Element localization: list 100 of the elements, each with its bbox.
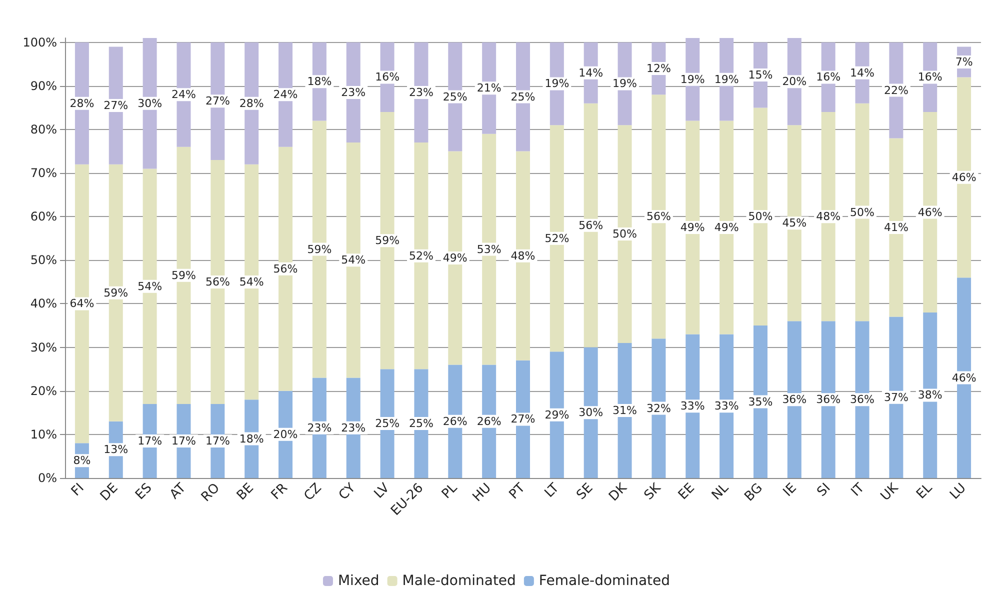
data-label: 31% <box>612 404 638 417</box>
data-label: 25% <box>510 90 536 104</box>
x-tick-label: IE <box>780 480 800 500</box>
data-label: 54% <box>138 280 162 293</box>
data-label: 19% <box>544 77 570 90</box>
data-label: 30% <box>138 96 162 110</box>
data-label: 19% <box>680 72 705 86</box>
data-label: 52% <box>544 232 570 245</box>
x-tick-label: PT <box>506 480 528 502</box>
x-tick-label: FR <box>268 480 291 503</box>
data-label: 23% <box>307 421 332 434</box>
data-label: 49% <box>714 221 739 234</box>
data-label: 48% <box>816 210 841 224</box>
data-label: 25% <box>442 90 468 104</box>
y-tick-label: 10% <box>30 427 57 442</box>
data-label: 29% <box>544 408 570 422</box>
data-label: 25% <box>375 417 400 430</box>
data-label: 22% <box>884 84 908 97</box>
data-label: 59% <box>375 234 400 248</box>
data-label: 28% <box>239 96 264 110</box>
data-label: 14% <box>850 66 874 80</box>
data-label: 20% <box>273 428 298 441</box>
data-label: 32% <box>646 402 671 415</box>
data-label: 56% <box>578 218 604 232</box>
legend-label: Mixed <box>338 573 380 589</box>
data-label: 18% <box>307 75 332 88</box>
x-tick-label: SK <box>642 480 664 504</box>
x-tick-label: DK <box>606 480 630 504</box>
data-label: 38% <box>918 388 942 402</box>
data-label: 56% <box>273 262 298 276</box>
data-label: 36% <box>816 393 841 406</box>
data-label: 25% <box>408 417 434 430</box>
data-label: 14% <box>578 66 604 80</box>
y-tick-label: 100% <box>22 35 57 50</box>
data-label: 17% <box>172 434 196 448</box>
data-label: 16% <box>816 70 841 84</box>
data-label: 52% <box>408 249 434 262</box>
x-tick-label: EE <box>676 480 698 503</box>
data-label: 50% <box>612 228 638 241</box>
y-tick-label: 0% <box>38 471 57 485</box>
data-label: 17% <box>205 434 230 448</box>
data-label: 50% <box>850 206 874 219</box>
data-label: 54% <box>341 254 366 267</box>
data-label: 48% <box>510 249 536 262</box>
data-label: 45% <box>782 216 807 230</box>
x-tick-label: FI <box>68 480 88 500</box>
y-tick-label: 20% <box>30 384 57 398</box>
data-label: 50% <box>748 210 773 224</box>
data-label: 46% <box>952 170 976 184</box>
x-tick-label: NL <box>709 480 732 504</box>
x-tick-label: RO <box>198 480 223 505</box>
data-label: 28% <box>70 96 94 110</box>
legend-label: Male-dominated <box>402 573 516 589</box>
data-label: 20% <box>782 75 807 88</box>
x-tick-label: SI <box>814 480 834 500</box>
y-tick-label: 60% <box>30 210 57 224</box>
data-label: 23% <box>341 421 366 434</box>
data-label: 27% <box>205 94 230 108</box>
data-label: 64% <box>70 297 94 310</box>
data-label: 18% <box>239 432 264 446</box>
data-label: 49% <box>442 252 468 264</box>
x-tick-label: DE <box>98 480 122 504</box>
x-tick-label: LU <box>947 480 970 503</box>
data-label: 36% <box>850 393 874 406</box>
x-tick-label: CY <box>336 480 359 504</box>
data-label: 16% <box>375 70 400 84</box>
data-label: 26% <box>476 414 502 428</box>
y-tick-label: 90% <box>30 78 57 93</box>
data-label: 16% <box>918 70 942 84</box>
x-tick-label: AT <box>167 480 190 502</box>
x-tick-label: BG <box>742 480 766 505</box>
data-label: 23% <box>408 86 434 99</box>
data-label: 46% <box>952 371 976 384</box>
data-label: 24% <box>172 88 196 102</box>
data-label: 27% <box>510 412 536 426</box>
data-label: 7% <box>955 55 973 68</box>
y-tick-label: 30% <box>30 340 57 354</box>
x-tick-label: UK <box>878 480 902 504</box>
x-tick-label: LT <box>542 480 562 501</box>
x-tick-label: EL <box>914 480 936 502</box>
y-tick-label: 80% <box>30 122 57 136</box>
x-tick-label: SE <box>574 480 596 503</box>
data-label: 23% <box>341 86 366 99</box>
data-label: 26% <box>442 414 468 428</box>
data-label: 33% <box>680 400 705 413</box>
y-tick-label: 40% <box>30 296 57 311</box>
data-label: 15% <box>748 68 773 82</box>
x-tick-label: ES <box>132 480 156 503</box>
data-label: 56% <box>646 210 671 224</box>
data-label: 30% <box>578 406 604 420</box>
x-tick-label: HU <box>470 480 494 505</box>
data-label: 53% <box>476 242 502 256</box>
x-tick-label: IT <box>848 480 868 500</box>
x-tick-label: PL <box>439 480 461 502</box>
data-label: 19% <box>714 72 739 86</box>
data-label: 13% <box>104 443 128 456</box>
y-tick-label: 50% <box>30 253 57 268</box>
data-label: 33% <box>714 400 739 413</box>
data-label: 49% <box>680 221 705 234</box>
x-tick-label: BE <box>234 480 257 504</box>
